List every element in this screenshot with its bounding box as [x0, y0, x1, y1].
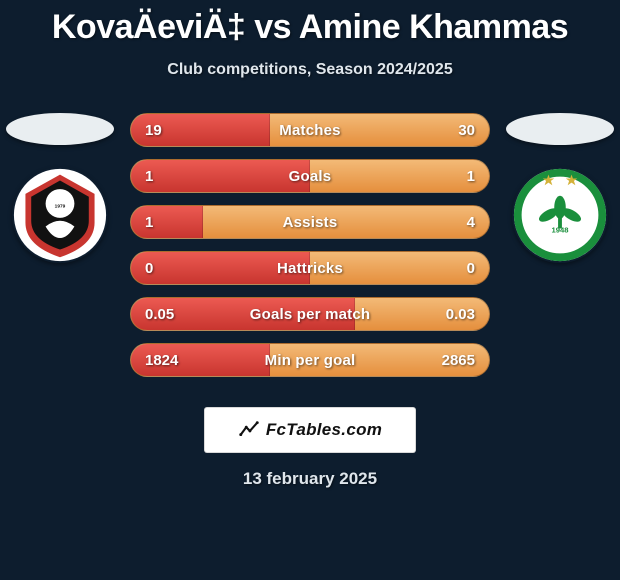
left-player-slot: 1979 — [0, 113, 120, 263]
stat-row: 11Goals — [130, 159, 490, 193]
page-title: KovaÄeviÄ‡ vs Amine Khammas — [0, 0, 620, 47]
comparison-content: 1979 1948 — [0, 113, 620, 393]
right-player-slot: 1948 — [500, 113, 620, 263]
right-team-crest: 1948 — [512, 167, 608, 263]
svg-text:1948: 1948 — [551, 225, 569, 234]
stat-label: Assists — [131, 206, 489, 238]
stat-row: 00Hattricks — [130, 251, 490, 285]
date-label: 13 february 2025 — [0, 469, 620, 489]
stat-row: 1930Matches — [130, 113, 490, 147]
stat-label: Goals per match — [131, 298, 489, 330]
stat-row: 0.050.03Goals per match — [130, 297, 490, 331]
stat-row: 14Assists — [130, 205, 490, 239]
stat-row: 18242865Min per goal — [130, 343, 490, 377]
svg-text:1979: 1979 — [55, 203, 66, 209]
left-team-crest: 1979 — [12, 167, 108, 263]
subtitle: Club competitions, Season 2024/2025 — [0, 61, 620, 79]
stat-bars: 1930Matches 11Goals 14Assists 00Hattricks 0.… — [130, 113, 490, 377]
stat-label: Min per goal — [131, 344, 489, 376]
chart-icon — [238, 419, 260, 441]
left-player-avatar — [6, 113, 114, 145]
branding-badge: FcTables.com — [204, 407, 416, 453]
stat-label: Hattricks — [131, 252, 489, 284]
branding-text: FcTables.com — [266, 420, 382, 440]
stat-label: Goals — [131, 160, 489, 192]
stat-label: Matches — [131, 114, 489, 146]
right-player-avatar — [506, 113, 614, 145]
